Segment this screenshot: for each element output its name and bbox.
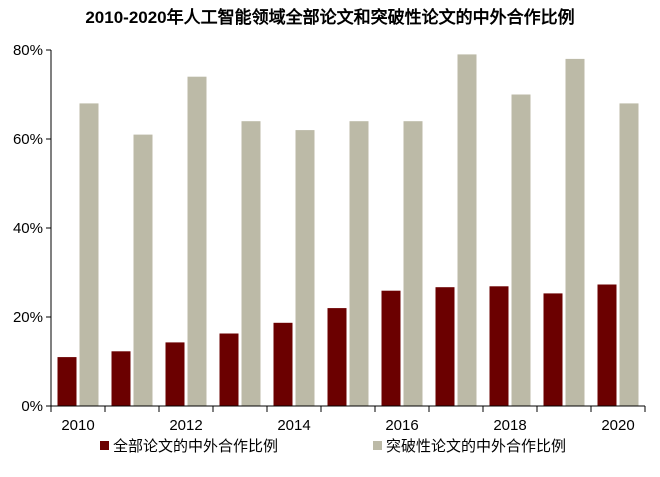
bar-series-2-2014 <box>295 130 315 406</box>
legend-swatch-2 <box>373 441 382 450</box>
legend-label-2: 突破性论文的中外合作比例 <box>386 438 566 455</box>
bar-series-2-2010 <box>79 103 99 407</box>
bar-series-1-2015 <box>327 308 347 406</box>
bar-series-2-2019 <box>565 58 585 407</box>
x-tick-label: 2018 <box>493 417 526 434</box>
x-tick-label: 2010 <box>61 417 94 434</box>
x-tick-label: 2016 <box>385 417 418 434</box>
y-tick-label: 20% <box>13 309 43 326</box>
y-tick-label: 80% <box>13 42 43 59</box>
x-tick-label: 2020 <box>601 417 634 434</box>
axes-layer: 0% 20% 40% 60% 80% 2010 2012 2014 2016 2018 2020 <box>13 42 646 434</box>
bar-series-2-2017 <box>457 54 477 407</box>
bar-series-1-2014 <box>273 322 293 406</box>
bar-series-2-2015 <box>349 121 369 406</box>
bar-series-1-2019 <box>543 293 563 406</box>
bar-series-1-2018 <box>489 286 509 406</box>
bar-series-1-2017 <box>435 287 455 406</box>
y-tick-label: 0% <box>21 398 43 415</box>
bar-series-2-2012 <box>187 76 207 406</box>
bar-series-1-2012 <box>165 342 185 406</box>
x-tick-label: 2012 <box>169 417 202 434</box>
legend: 全部论文的中外合作比例 突破性论文的中外合作比例 <box>100 437 566 455</box>
bar-series-1-2013 <box>219 333 239 406</box>
bar-series-1-2016 <box>381 290 401 406</box>
y-tick-label: 60% <box>13 131 43 148</box>
bar-series-1-2010 <box>57 357 77 406</box>
legend-swatch-1 <box>100 441 109 450</box>
y-tick-label: 40% <box>13 220 43 237</box>
bar-series-2-2011 <box>133 134 153 406</box>
bar-series-1-2011 <box>111 351 131 406</box>
bar-series-2-2018 <box>511 94 531 406</box>
bars-layer <box>57 54 639 407</box>
chart-title: 2010-2020年人工智能领域全部论文和突破性论文的中外合作比例 <box>85 8 575 27</box>
bar-series-2-2016 <box>403 121 423 406</box>
bar-series-2-2020 <box>619 103 639 407</box>
bar-series-1-2020 <box>597 284 617 406</box>
x-tick-label: 2014 <box>277 417 310 434</box>
legend-label-1: 全部论文的中外合作比例 <box>113 437 278 455</box>
bar-series-2-2013 <box>241 121 261 406</box>
